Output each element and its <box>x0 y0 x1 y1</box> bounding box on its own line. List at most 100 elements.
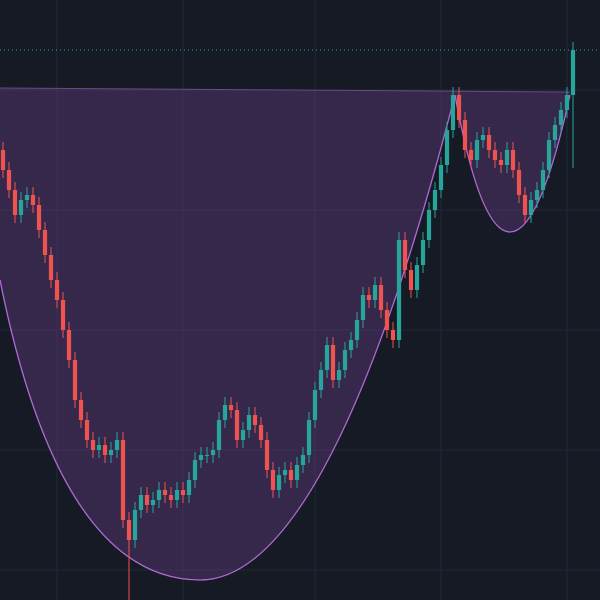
candle-body <box>528 200 534 215</box>
candle-body <box>12 190 18 215</box>
candle-body <box>144 495 150 505</box>
candle-body <box>426 210 432 240</box>
candle-body <box>66 330 72 360</box>
candle-body <box>42 230 48 255</box>
candle-body <box>384 310 390 330</box>
candle-body <box>138 495 144 510</box>
candle-body <box>468 150 474 160</box>
candle-body <box>444 130 450 165</box>
candle-body <box>306 420 312 455</box>
candle-body <box>360 295 366 320</box>
candle-body <box>510 150 516 170</box>
candle-body <box>300 455 306 465</box>
candle-body <box>324 345 330 370</box>
candle-body <box>150 500 156 505</box>
candle-body <box>486 135 492 150</box>
candle-body <box>270 470 276 490</box>
candle-body <box>114 440 120 450</box>
candle-body <box>474 140 480 160</box>
candle-body <box>210 450 216 455</box>
candle-body <box>402 240 408 270</box>
candle-body <box>366 295 372 300</box>
candle-body <box>480 135 486 140</box>
candle-body <box>204 455 210 456</box>
candle-body <box>294 465 300 480</box>
candle-body <box>6 170 12 190</box>
candle-body <box>534 190 540 200</box>
candle-body <box>240 430 246 440</box>
candle-body <box>522 195 528 215</box>
candle-body <box>222 405 228 420</box>
candle-body <box>102 445 108 455</box>
candle-body <box>198 455 204 460</box>
candle-body <box>72 360 78 400</box>
candle-body <box>252 415 258 425</box>
cup-rim <box>0 87 571 93</box>
candle-body <box>246 415 252 430</box>
candle-body <box>108 450 114 455</box>
candle-body <box>378 285 384 310</box>
candle-body <box>372 285 378 300</box>
candle-body <box>18 200 24 215</box>
candle-body <box>342 350 348 370</box>
candle-body <box>78 400 84 420</box>
candle-body <box>390 330 396 340</box>
candle-body <box>186 480 192 495</box>
candle-body <box>498 160 504 165</box>
candle-body <box>30 195 36 205</box>
candle-body <box>330 345 336 380</box>
candle-body <box>438 165 444 190</box>
candle-body <box>48 255 54 280</box>
candle-body <box>288 470 294 480</box>
cup-area <box>0 88 570 580</box>
candle-body <box>558 110 564 125</box>
candle-body <box>462 120 468 150</box>
candle-body <box>432 190 438 210</box>
candle-body <box>450 95 456 130</box>
candle-body <box>552 125 558 140</box>
candle-body <box>156 490 162 500</box>
candle-body <box>90 440 96 450</box>
candle-body <box>336 370 342 380</box>
candle-body <box>504 150 510 165</box>
candle-body <box>396 240 402 340</box>
candle-body <box>312 390 318 420</box>
candle-body <box>96 445 102 450</box>
candle-body <box>36 205 42 230</box>
cup-curve <box>0 94 571 581</box>
candle-body <box>234 410 240 440</box>
candle-body <box>54 280 60 300</box>
candle-body <box>258 425 264 440</box>
candle-body <box>162 490 168 495</box>
candle-body <box>540 170 546 190</box>
candle-body <box>276 475 282 490</box>
candle-body <box>456 95 462 120</box>
candle-body <box>348 340 354 350</box>
candle-body <box>570 50 576 95</box>
candle-body <box>192 460 198 480</box>
candle-body <box>282 470 288 475</box>
candle-body <box>174 490 180 500</box>
candle-body <box>546 140 552 170</box>
candle-body <box>492 150 498 160</box>
candle-body <box>168 495 174 500</box>
candle-body <box>516 170 522 195</box>
candle-body <box>354 320 360 340</box>
candle-body <box>408 270 414 290</box>
candle-body <box>228 405 234 410</box>
candle-body <box>0 150 6 170</box>
candle-body <box>132 510 138 540</box>
candle-body <box>564 95 570 110</box>
candle-body <box>216 420 222 450</box>
candle-body <box>180 490 186 495</box>
candle-body <box>318 370 324 390</box>
candle-body <box>126 520 132 540</box>
candle-body <box>84 420 90 440</box>
candle-body <box>264 440 270 470</box>
candle-body <box>414 265 420 290</box>
candle-body <box>120 440 126 520</box>
candle-body <box>420 240 426 265</box>
candle-body <box>60 300 66 330</box>
